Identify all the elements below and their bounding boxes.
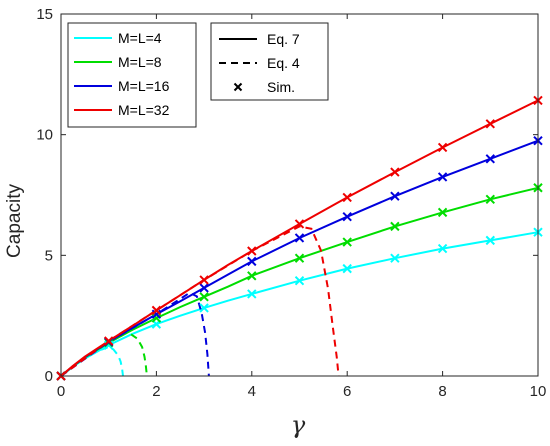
x-axis-title: γ: [291, 411, 306, 439]
legend-style-label: Eq. 7: [267, 31, 300, 47]
legend-line-styles: Eq. 7 Eq. 4 Sim.: [210, 22, 329, 101]
legend-styles-box: [210, 22, 329, 101]
sim-marker-m-l-16: [151, 309, 162, 319]
sim-marker-m-l-8: [437, 207, 448, 218]
sim-marker-m-l-4: [390, 253, 400, 263]
y-tick-label: 10: [36, 127, 53, 144]
sim-marker-m-l-8: [294, 253, 305, 263]
x-tick-label: 8: [438, 383, 446, 400]
sim-marker-m-l-16: [247, 256, 257, 267]
x-tick-label: 6: [343, 383, 351, 400]
y-tick-label: 5: [45, 247, 53, 264]
legend-series-label: M=L=8: [118, 54, 162, 70]
sim-marker-m-l-8: [247, 271, 257, 281]
sim-marker-m-l-8: [485, 194, 496, 205]
x-tick-label: 0: [57, 383, 65, 400]
legend-series-label: M=L=4: [118, 30, 162, 46]
legend-series-label: M=L=16: [118, 78, 170, 94]
y-axis-title: Capacity: [4, 184, 25, 258]
sim-marker-m-l-32: [437, 142, 448, 153]
sim-marker-m-l-8: [151, 313, 162, 323]
sim-marker-m-l-32: [390, 167, 400, 177]
sim-marker-m-l-8: [390, 221, 400, 232]
x-tick-label: 2: [152, 383, 160, 400]
sim-marker-m-l-32: [247, 246, 257, 256]
sim-marker-m-l-4: [437, 243, 448, 254]
sim-marker-m-l-4: [247, 289, 257, 299]
sim-marker-m-l-8: [342, 237, 352, 247]
legend-series: M=L=4 M=L=8 M=L=16 M=L=32: [67, 22, 197, 128]
x-tick-label: 10: [530, 383, 547, 400]
sim-marker-m-l-8: [199, 292, 209, 302]
sim-marker-m-l-4: [199, 303, 209, 313]
sim-marker-m-l-16: [485, 154, 496, 164]
legend-series-label: M=L=32: [118, 102, 170, 118]
series-line-eq4-m-l-16: [60, 291, 210, 377]
sim-marker-m-l-32: [485, 119, 496, 129]
axes-box: [60, 13, 539, 377]
y-tick-label: 15: [36, 6, 53, 23]
sim-marker-m-l-32: [151, 305, 162, 316]
sim-marker-m-l-16: [390, 191, 400, 201]
legend-style-label: Sim.: [267, 79, 295, 95]
sim-marker-m-l-32: [199, 275, 209, 285]
legend-style-marker: [233, 82, 243, 92]
sim-marker-m-l-16: [199, 283, 209, 293]
y-tick-label: 0: [45, 368, 53, 385]
sim-marker-m-l-32: [103, 336, 114, 346]
sim-marker-m-l-16: [294, 233, 305, 243]
sim-marker-m-l-16: [342, 212, 352, 222]
legend-style-label: Eq. 4: [267, 55, 300, 71]
sim-marker-m-l-4: [342, 263, 352, 274]
sim-marker-m-l-16: [437, 172, 448, 182]
x-tick-label: 4: [248, 383, 256, 400]
sim-marker-m-l-32: [294, 219, 305, 229]
series-line-eq4-m-l-32: [60, 225, 340, 377]
sim-marker-m-l-4: [294, 275, 305, 286]
axes: 0 2 4 6 8 10 0 5 10 15: [36, 6, 546, 400]
sim-marker-m-l-32: [342, 192, 352, 203]
series-line-eq7-m-l-4: [60, 231, 539, 377]
sim-marker-m-l-4: [485, 235, 496, 246]
